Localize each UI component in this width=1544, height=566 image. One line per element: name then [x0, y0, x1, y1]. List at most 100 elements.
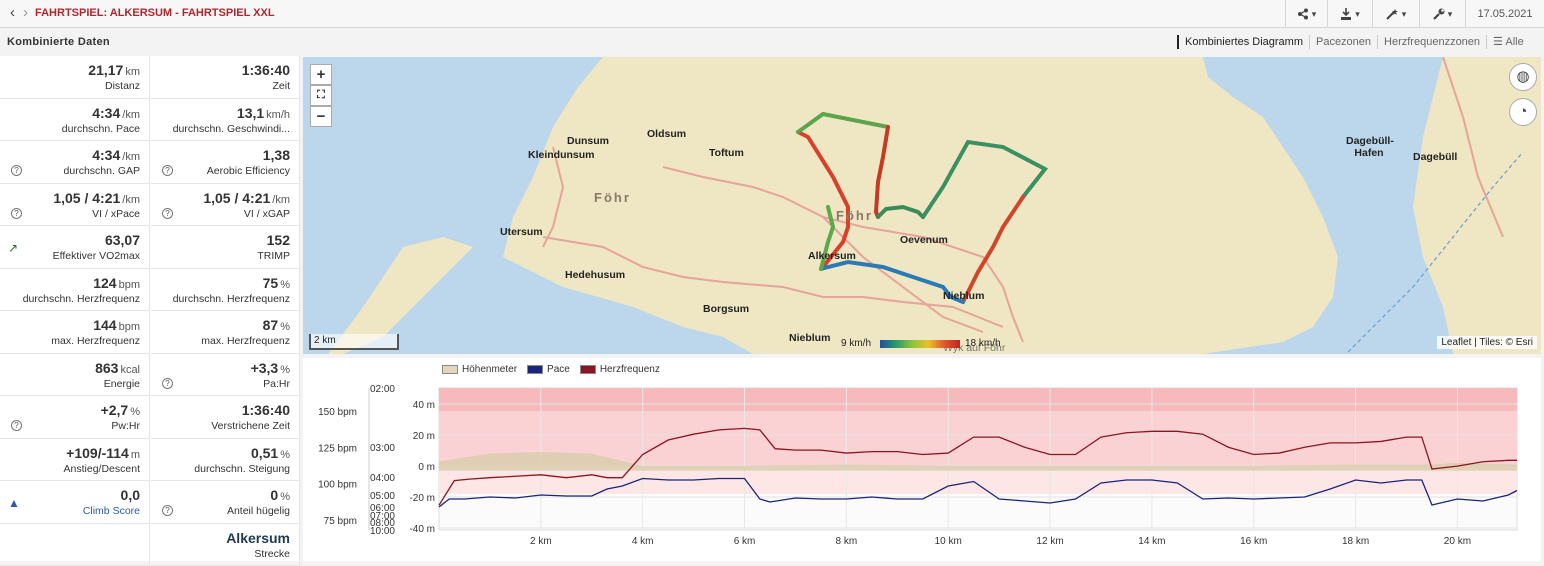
chevron-right-icon[interactable]: › — [23, 4, 28, 21]
stat-label: durchschn. Steigung — [194, 463, 290, 475]
stat-label: durchschn. Herzfrequenz — [173, 293, 290, 305]
stat-unit: /km — [122, 194, 140, 206]
help-icon[interactable]: ? — [162, 505, 173, 516]
stat-cell: ?+2,7%Pw:Hr — [0, 396, 150, 439]
help-icon[interactable]: ? — [11, 420, 22, 431]
x-tick-label: 6 km — [734, 536, 756, 547]
section-title: Kombinierte Daten — [7, 36, 110, 48]
speedometer-icon[interactable]: ◔ — [1509, 98, 1537, 126]
help-icon[interactable]: ? — [11, 165, 22, 176]
magic-wand-button[interactable]: ▾ — [1372, 0, 1419, 28]
settings-button[interactable]: ▾ — [1419, 0, 1465, 28]
mountain-chart-icon[interactable]: ▲ — [8, 496, 20, 510]
stat-unit: /km — [122, 109, 140, 121]
stat-number: 13,1 — [237, 105, 264, 121]
x-tick-label: 2 km — [530, 536, 552, 547]
zoom-out-button[interactable]: − — [310, 106, 332, 127]
trend-up-icon[interactable]: ↗ — [8, 241, 18, 255]
stat-label: max. Herzfrequenz — [201, 335, 290, 347]
stat-unit: % — [280, 491, 290, 503]
stat-cell: ?0%Anteil hügelig — [151, 481, 300, 524]
stat-number: +109/-114 — [66, 445, 129, 461]
stat-value: 75% — [263, 275, 290, 291]
place-label: Borgsum — [703, 303, 749, 315]
activity-title: FAHRTSPIEL: ALKERSUM - FAHRTSPIEL XXL — [35, 7, 275, 19]
stat-label: durchschn. Pace — [62, 123, 140, 135]
x-tick-label: 12 km — [1036, 536, 1063, 547]
place-label: Dunsum — [567, 135, 609, 147]
help-icon[interactable]: ? — [162, 378, 173, 389]
map-attribution[interactable]: Leaflet | Tiles: © Esri — [1437, 336, 1537, 349]
pace-tick-label: 02:00 — [370, 384, 395, 395]
stat-number: 152 — [267, 232, 290, 248]
x-tick-label: 4 km — [632, 536, 654, 547]
x-tick-label: 18 km — [1342, 536, 1369, 547]
stat-value: 1,05 / 4:21/km — [53, 190, 140, 206]
stat-label: VI / xPace — [92, 208, 140, 220]
stat-label: max. Herzfrequenz — [51, 335, 140, 347]
stat-label[interactable]: Climb Score — [83, 505, 140, 517]
download-button[interactable]: ▾ — [1327, 0, 1372, 28]
stat-cell: ? 1,05 / 4:21/km VI / xPace — [0, 184, 150, 227]
stat-unit: km/h — [266, 109, 290, 121]
pace-tick-label: 05:00 — [370, 491, 395, 502]
share-button[interactable]: ▾ — [1285, 0, 1327, 28]
place-label: Föhr — [836, 208, 873, 223]
place-label: Nieblum — [789, 332, 830, 344]
x-tick-label: 8 km — [836, 536, 858, 547]
stat-value: 4:34/km — [92, 105, 140, 121]
stat-number: +2,7 — [101, 402, 129, 418]
tab-heart-rate-zones[interactable]: Herzfrequenzzonen — [1377, 35, 1486, 49]
fullscreen-icon[interactable]: ⛶ — [310, 85, 332, 106]
stat-label: Pw:Hr — [111, 420, 140, 432]
stat-value: Alkersum — [226, 530, 290, 546]
stat-unit: % — [280, 364, 290, 376]
route-map[interactable]: + ⛶ − ◍ ◔ Dunsum Oldsum Kleindunsum Toft… — [303, 57, 1541, 354]
elevation-tick-label: 20 m — [413, 431, 435, 442]
help-icon[interactable]: ? — [162, 208, 173, 219]
elevation-tick-label: -20 m — [409, 493, 435, 504]
stat-value: 0,51% — [251, 445, 290, 461]
stat-unit: kcal — [120, 364, 140, 376]
hr-tick-label: 150 bpm — [318, 407, 357, 418]
tab-all-label: Alle — [1505, 36, 1523, 48]
stat-unit: m — [131, 449, 140, 461]
tab-all[interactable]: ☰ Alle — [1486, 35, 1530, 49]
menu-icon: ☰ — [1493, 36, 1505, 48]
pace-tick-label: 04:00 — [370, 473, 395, 484]
chart-tabs: Kombiniertes Diagramm Pacezonen Herzfreq… — [1177, 35, 1530, 49]
stat-number: 1:36:40 — [242, 62, 290, 78]
pace-tick-label: 03:00 — [370, 443, 395, 454]
help-icon[interactable]: ? — [11, 208, 22, 219]
stat-label: durchschn. Herzfrequenz — [23, 293, 140, 305]
tab-pace-zones[interactable]: Pacezonen — [1309, 35, 1377, 49]
stat-number: 1,05 / 4:21 — [203, 190, 270, 206]
stat-number: 21,17 — [88, 62, 123, 78]
stat-label: Anstieg/Descent — [64, 463, 140, 475]
stat-label: Verstrichene Zeit — [211, 420, 290, 432]
place-label: Alkersum — [808, 250, 856, 262]
zoom-in-button[interactable]: + — [310, 64, 332, 85]
help-icon[interactable]: ? — [162, 165, 173, 176]
speed-min-label: 9 km/h — [841, 338, 871, 349]
stat-number: 4:34 — [92, 147, 120, 163]
stat-label: Energie — [104, 378, 140, 390]
globe-icon[interactable]: ◍ — [1509, 63, 1537, 91]
stat-number: 124 — [93, 275, 116, 291]
share-icon — [1297, 8, 1309, 20]
chevron-left-icon[interactable]: ‹ — [10, 4, 15, 21]
tab-combined-chart[interactable]: Kombiniertes Diagramm — [1177, 35, 1309, 49]
stat-value: 87% — [263, 317, 290, 333]
